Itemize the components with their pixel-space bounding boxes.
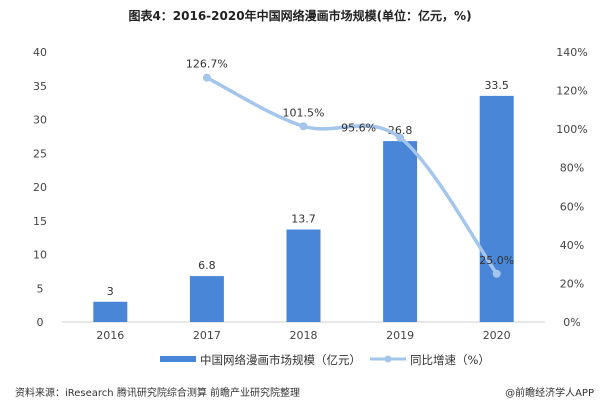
y2-tick-label: 60% <box>560 200 584 213</box>
x-tick-label: 2017 <box>193 329 221 342</box>
y2-tick-label: 40% <box>560 239 584 252</box>
bar <box>383 141 418 322</box>
y-tick-label: 40 <box>33 46 47 59</box>
line-label: 101.5% <box>283 106 325 119</box>
source-note: 资料来源：iResearch 腾讯研究院综合测算 前瞻产业研究院整理 <box>15 386 300 399</box>
line-point <box>492 269 501 278</box>
y-tick-label: 30 <box>33 114 47 127</box>
y2-tick-label: 80% <box>560 162 584 175</box>
y2-tick-label: 140% <box>556 46 587 59</box>
y-tick-label: 10 <box>33 249 47 262</box>
x-tick-label: 2018 <box>290 329 318 342</box>
legend-bar-swatch <box>160 356 196 362</box>
legend-line-label: 同比增速（%） <box>410 353 490 367</box>
y-tick-label: 35 <box>33 80 47 93</box>
y2-tick-label: 100% <box>556 123 587 136</box>
y2-tick-label: 120% <box>556 85 587 98</box>
line-point <box>202 73 211 82</box>
x-tick-label: 2020 <box>483 329 511 342</box>
line-label: 95.6% <box>341 122 376 135</box>
bar-label: 13.7 <box>291 213 316 226</box>
legend-line-marker <box>384 355 392 363</box>
y-tick-label: 25 <box>33 147 47 160</box>
y-tick-label: 20 <box>33 181 47 194</box>
bar-label: 33.5 <box>484 79 509 92</box>
bar <box>479 95 514 322</box>
x-tick-label: 2019 <box>386 329 414 342</box>
chart-title: 图表4：2016-2020年中国网络漫画市场规模(单位：亿元，%) <box>128 8 471 23</box>
bar-label: 3 <box>107 285 114 298</box>
y2-tick-label: 0% <box>563 316 580 329</box>
legend-bar-label: 中国网络漫画市场规模（亿元） <box>200 353 361 367</box>
line-point <box>299 122 308 131</box>
y2-tick-label: 20% <box>560 277 584 290</box>
line-label: 126.7% <box>186 58 228 71</box>
line-point <box>396 133 405 142</box>
bar <box>93 301 128 322</box>
y-tick-label: 0 <box>37 316 44 329</box>
bar-label: 6.8 <box>198 259 216 272</box>
bar <box>286 229 321 322</box>
y-tick-label: 15 <box>33 215 47 228</box>
growth-line <box>206 76 499 275</box>
bar <box>189 276 224 322</box>
line-label: 25.0% <box>479 254 514 267</box>
credit: @前瞻经济学人APP <box>505 386 594 399</box>
y-tick-label: 5 <box>37 282 44 295</box>
x-tick-label: 2016 <box>96 329 124 342</box>
